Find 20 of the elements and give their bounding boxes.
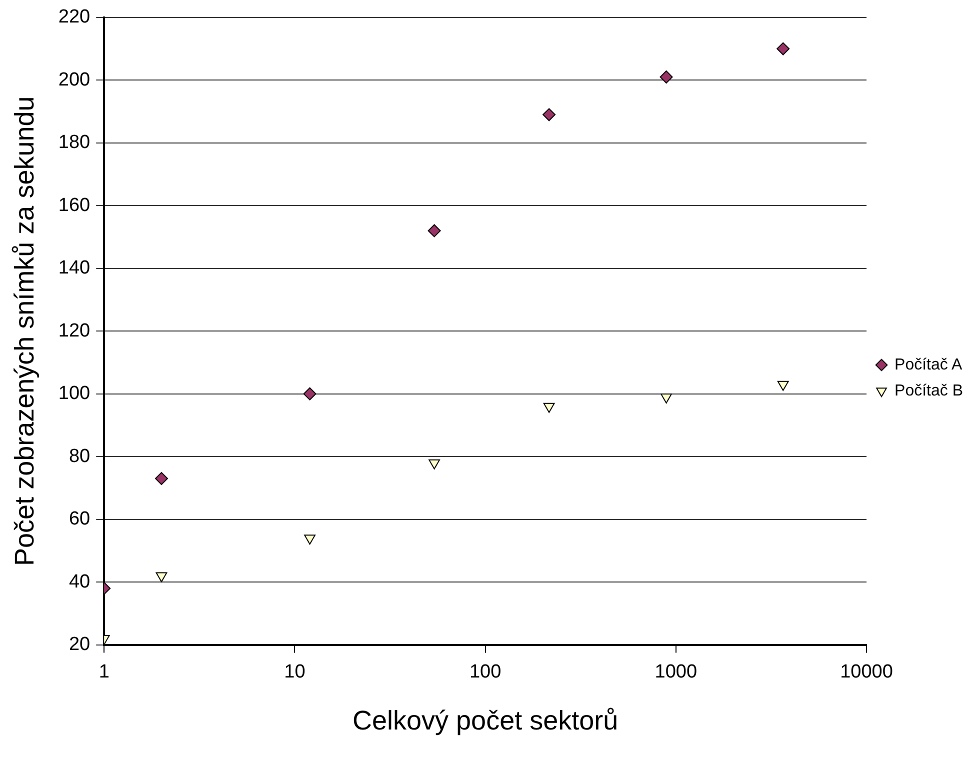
legend-label: Počítač A — [894, 356, 962, 374]
y-tick-label: 60 — [68, 508, 90, 530]
x-tick-label: 1 — [98, 661, 110, 682]
y-tick-label: 80 — [68, 446, 90, 467]
x-axis-title: Celkový počet sektorů — [352, 705, 618, 736]
y-axis-title: Počet zobrazených snímků za sekundu — [10, 96, 40, 566]
legend-label: Počítač B — [894, 382, 964, 400]
y-tick-label: 100 — [58, 383, 90, 404]
y-tick-label: 200 — [58, 69, 90, 90]
x-tick-label: 100 — [469, 661, 502, 682]
y-tick-label: 160 — [58, 194, 90, 216]
x-tick-label: 10000 — [840, 661, 893, 682]
y-tick-label: 120 — [58, 320, 90, 342]
y-tick-label: 140 — [58, 258, 90, 279]
x-tick-label: 1000 — [654, 661, 698, 682]
y-tick-label: 40 — [68, 571, 90, 592]
y-tick-label: 20 — [68, 634, 90, 656]
y-tick-label: 180 — [58, 132, 90, 154]
x-tick-label: 10 — [284, 661, 306, 682]
y-tick-label: 220 — [58, 6, 90, 28]
